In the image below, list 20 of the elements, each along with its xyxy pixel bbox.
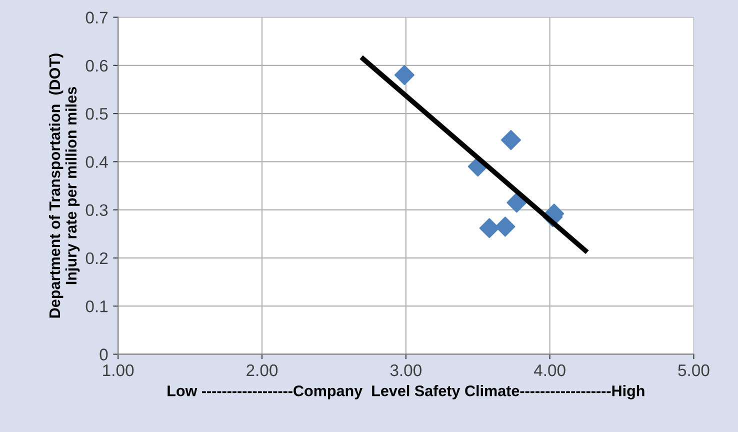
y-tick-label: 0.4 bbox=[86, 156, 108, 168]
point bbox=[506, 192, 527, 213]
y-axis-title: Department of Transportation (DOT) Injury rate per million miles bbox=[48, 54, 80, 318]
point bbox=[479, 218, 500, 238]
point bbox=[394, 65, 414, 86]
x-tick-label: 4.00 bbox=[534, 364, 566, 376]
y-tick-label: 0.1 bbox=[86, 300, 108, 312]
y-tick-label: 0.5 bbox=[86, 108, 108, 120]
point bbox=[495, 216, 516, 237]
y-tick-label: 0.3 bbox=[86, 204, 108, 216]
x-tick-label: 2.00 bbox=[246, 364, 278, 376]
point bbox=[500, 130, 521, 150]
y-tick-label: 0.7 bbox=[86, 12, 108, 24]
y-tick-label: 0 bbox=[100, 348, 108, 360]
x-axis-title: Low ------------------Company Level Safety Climate------------------High bbox=[168, 385, 644, 400]
x-tick-label: 3.00 bbox=[390, 364, 422, 376]
y-tick-label: 0.2 bbox=[86, 252, 108, 264]
x-tick-label: 5.00 bbox=[678, 364, 710, 376]
x-tick-label: 1.00 bbox=[103, 364, 134, 376]
y-tick-label: 0.6 bbox=[86, 60, 108, 72]
